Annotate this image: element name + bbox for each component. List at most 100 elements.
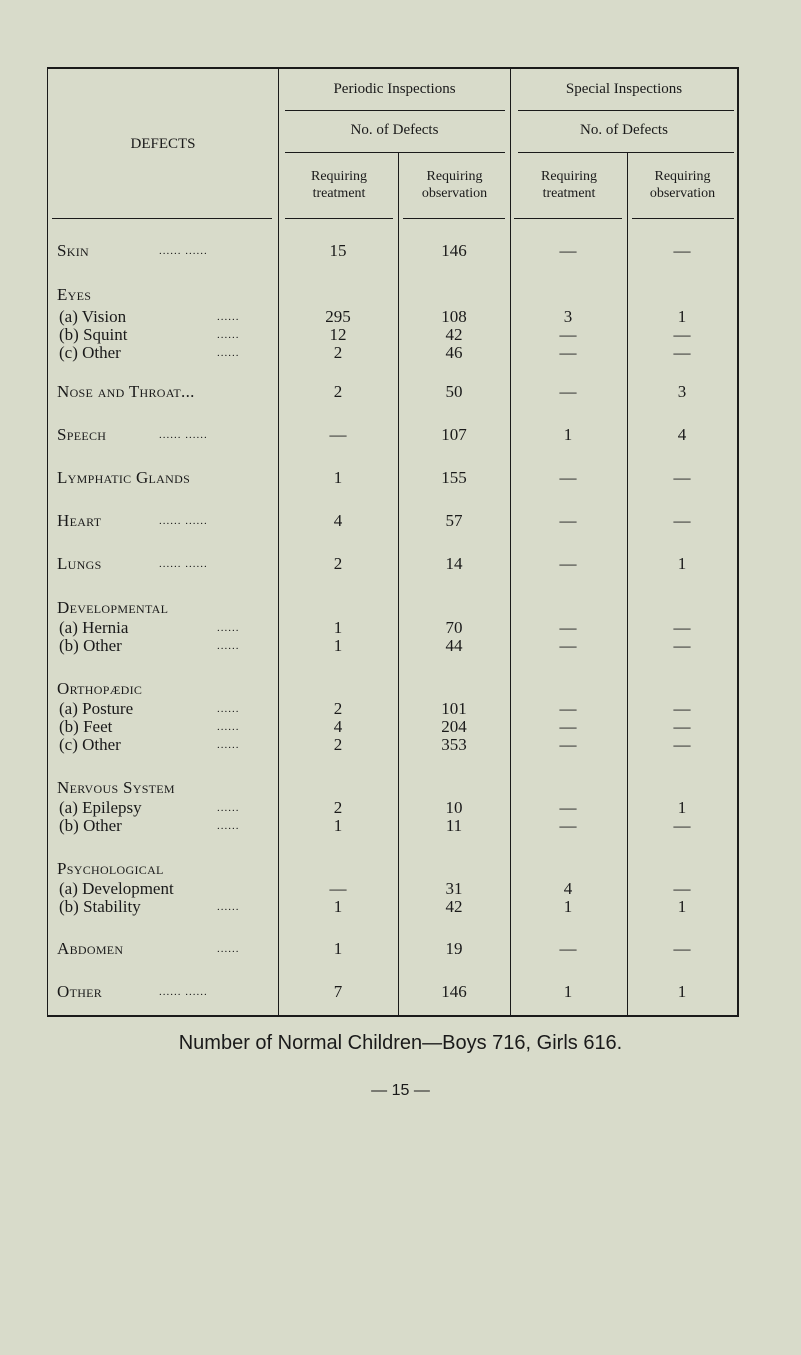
cell-value: 57 (445, 511, 463, 530)
cell-value: — (329, 879, 347, 898)
row-label: Nervous System (57, 778, 175, 797)
cell-value: 2 (333, 382, 343, 401)
table-row: Orthopædic (47, 679, 738, 699)
cell-value: — (673, 325, 691, 344)
table-row: (a) Hernia...... 1 70 — — (47, 618, 738, 638)
cell-value: 1 (677, 982, 687, 1001)
cell-value: 14 (445, 554, 463, 573)
table-row: Developmental (47, 598, 738, 618)
cell-value: 2 (333, 699, 343, 718)
cell-value: 107 (441, 425, 467, 444)
row-label: (a) Epilepsy (59, 798, 142, 817)
table-top-border (47, 67, 739, 69)
cell-value: — (559, 717, 577, 736)
cell-value: — (673, 699, 691, 718)
cell-value: 1 (333, 618, 343, 637)
cell-value: — (559, 241, 577, 260)
caption: Number of Normal Children—Boys 716, Girl… (178, 1032, 623, 1054)
leader-dots: ...... (217, 943, 240, 955)
header-periodic-requiring-observation: Requiring observation (421, 169, 488, 201)
cell-value: — (673, 939, 691, 958)
row-label: (a) Posture (59, 699, 134, 718)
leader-dots: ...... (217, 703, 240, 715)
leader-dots: ...... (217, 802, 240, 814)
cell-value: 31 (445, 879, 463, 898)
cell-value: 1 (677, 798, 687, 817)
cell-value: 1 (563, 982, 573, 1001)
row-label: Other (57, 982, 103, 1001)
table-row: Speech ...... ...... — 107 1 4 (47, 425, 738, 445)
cell-value: 4 (333, 717, 343, 736)
table-row: (b) Other...... 1 11— — (47, 816, 738, 836)
cell-value: 1 (563, 425, 573, 444)
cell-value: — (673, 343, 691, 362)
cell-value: — (559, 468, 577, 487)
row-label: Speech (57, 425, 107, 444)
table-row: (b) Feet...... 4 204 — — (47, 717, 738, 737)
header-periodic-requiring-treatment: Requiring treatment (311, 169, 367, 201)
cell-value: 1 (333, 939, 343, 958)
row-label: Skin (57, 241, 89, 260)
cell-value: — (559, 699, 577, 718)
cell-value: 19 (445, 939, 463, 958)
leader-dots: ...... (217, 347, 240, 359)
cell-value: 1 (677, 554, 687, 573)
cell-value: — (559, 735, 577, 754)
cell-value: 295 (325, 307, 351, 326)
table-row: Lymphatic Glands 1 155 — — (47, 468, 738, 488)
leader-dots: ...... (217, 311, 240, 323)
cell-value: — (673, 241, 691, 260)
table-left-border (47, 67, 48, 1017)
cell-value: 1 (333, 468, 343, 487)
header-rule (285, 152, 505, 153)
table-row: Nervous System (47, 778, 738, 798)
cell-value: 101 (441, 699, 467, 718)
table-row: (b) Other...... 1 44 — — (47, 636, 738, 656)
table-row: (a) Development — 31 4 — (47, 879, 738, 899)
cell-value: — (673, 717, 691, 736)
row-label: (b) Squint (59, 325, 128, 344)
cell-value: 2 (333, 798, 343, 817)
cell-value: — (673, 879, 691, 898)
cell-value: — (559, 816, 577, 835)
cell-value: — (559, 554, 577, 573)
table-row: (c) Other...... 2 353 — — (47, 735, 738, 755)
header-special-requiring-treatment: Requiring treatment (541, 169, 597, 201)
table-row: (a) Vision...... 295 108 3 1 (47, 307, 738, 327)
cell-value: — (559, 511, 577, 530)
cell-value: — (559, 636, 577, 655)
cell-value: 2 (333, 735, 343, 754)
table-row: Eyes (47, 285, 738, 305)
header-special-requiring-observation: Requiring observation (649, 169, 716, 201)
row-label: Nose and Throat... (57, 382, 195, 401)
row-label: (b) Stability (59, 897, 141, 916)
cell-value: 204 (441, 717, 467, 736)
cell-value: 3 (563, 307, 573, 326)
cell-value: — (673, 618, 691, 637)
cell-value: — (673, 816, 691, 835)
header-rule (518, 152, 734, 153)
table-row: Heart ...... ...... 4 57 — — (47, 511, 738, 531)
cell-value: — (559, 325, 577, 344)
cell-value: — (329, 425, 347, 444)
table-row: Lungs ...... ...... 2 14 — 1 (47, 554, 738, 574)
column-divider (510, 67, 511, 1017)
header-periodic-inspections: Periodic Inspections (333, 81, 456, 97)
cell-value: 2 (333, 343, 343, 362)
leader-dots: ...... (217, 329, 240, 341)
column-divider (278, 67, 279, 1017)
cell-value: — (673, 636, 691, 655)
cell-value: — (559, 343, 577, 362)
cell-value: 1 (333, 636, 343, 655)
row-label: (b) Other (59, 636, 122, 655)
leader-dots: ...... (217, 739, 240, 751)
row-label: Heart (57, 511, 102, 530)
header-rule (52, 218, 272, 219)
cell-value: 2 (333, 554, 343, 573)
cell-value: 108 (441, 307, 467, 326)
row-label: (c) Other (59, 343, 121, 362)
table-row: (a) Epilepsy...... 2 10 — 1 (47, 798, 738, 818)
cell-value: — (673, 511, 691, 530)
header-no-of-defects: No. of Defects (350, 122, 439, 138)
row-label: Abdomen (57, 939, 124, 958)
